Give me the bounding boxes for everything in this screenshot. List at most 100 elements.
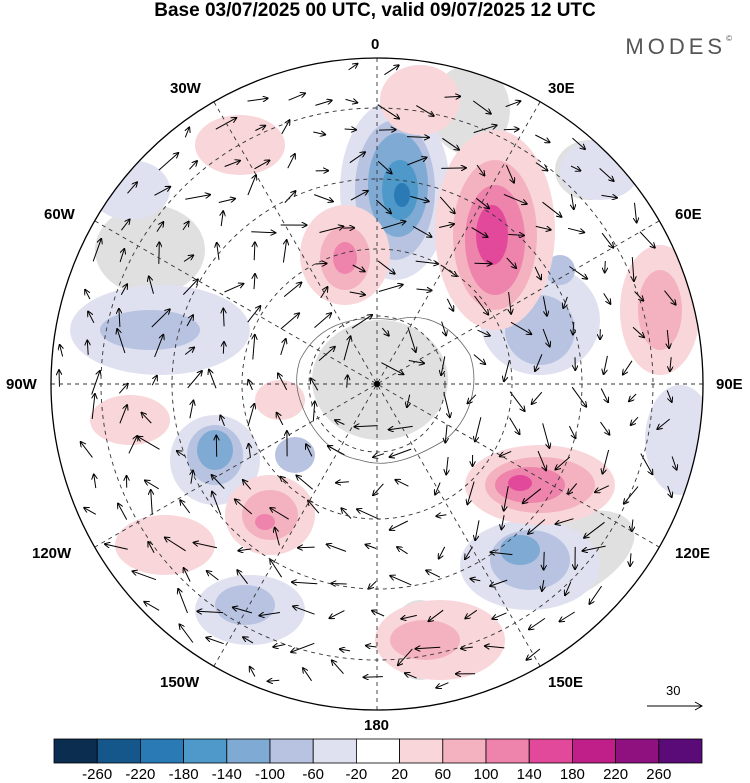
wind-vector — [503, 193, 527, 204]
wind-vector — [221, 211, 223, 227]
wind-vector — [212, 475, 225, 489]
wind-vector — [477, 329, 490, 336]
colorbar-swatch — [442, 738, 487, 764]
wind-vector — [445, 424, 447, 443]
wind-vector — [560, 611, 575, 622]
wind-vector — [84, 508, 97, 515]
wind-vector — [275, 528, 280, 546]
colorbar-swatch — [96, 738, 141, 764]
wind-vector — [156, 222, 163, 232]
wind-vector — [589, 585, 603, 604]
wind-vector — [429, 609, 444, 621]
colorbar-tick-label: -100 — [254, 766, 286, 783]
wind-vector — [315, 263, 326, 264]
wind-vector — [398, 648, 413, 665]
wind-vector — [247, 98, 268, 101]
wind-vector — [570, 165, 580, 171]
wind-vector — [366, 545, 377, 549]
wind-vector — [601, 195, 617, 197]
wind-vector — [247, 306, 261, 323]
wind-vector — [247, 175, 256, 196]
wind-vector — [92, 394, 95, 419]
wind-vector — [209, 370, 217, 389]
wind-vector — [238, 549, 252, 551]
wind-vector — [508, 234, 524, 235]
colorbar-swatch — [53, 738, 98, 764]
wind-vector — [313, 132, 325, 135]
wind-vector — [467, 481, 475, 505]
wind-vector — [390, 576, 412, 586]
wind-vector — [491, 552, 513, 554]
wind-vector — [603, 293, 611, 303]
label-150e: 150E — [548, 674, 584, 691]
wind-vector — [92, 239, 101, 262]
wind-vector — [534, 266, 541, 280]
wind-vector — [60, 345, 63, 357]
wind-vector — [565, 581, 572, 595]
label-120w: 120W — [32, 545, 72, 562]
label-30e: 30E — [548, 80, 575, 97]
wind-vector — [314, 194, 333, 202]
wind-vector — [604, 355, 608, 374]
wind-vector — [184, 348, 194, 355]
wind-vector — [407, 394, 410, 408]
wind-vector — [397, 547, 408, 555]
wind-vector — [207, 571, 219, 581]
brand-logo: MODES© — [625, 34, 732, 59]
wind-vector — [441, 168, 466, 169]
wind-vector — [666, 390, 672, 402]
wind-vector — [280, 339, 286, 356]
wind-vector — [118, 384, 128, 394]
wind-vector — [189, 161, 197, 170]
wind-vector — [503, 129, 519, 130]
wind-vector — [369, 581, 377, 588]
wind-vector — [223, 309, 224, 327]
wind-vector — [501, 515, 504, 529]
wind-vector — [532, 391, 543, 404]
wind-vector — [220, 416, 224, 426]
wind-vector — [259, 613, 280, 616]
colorbar-tick-label: -20 — [345, 766, 368, 783]
wind-vector — [284, 191, 296, 203]
wind-vector — [133, 571, 157, 581]
wind-vector — [624, 486, 639, 504]
wind-vector — [237, 570, 248, 585]
wind-vector — [349, 292, 365, 295]
wind-vector — [313, 402, 315, 422]
wind-vector — [117, 329, 126, 354]
wind-vector — [319, 226, 344, 233]
colorbar-tick-label: 260 — [646, 766, 672, 783]
wind-vector — [282, 240, 286, 263]
wind-vector — [250, 667, 256, 677]
wind-vector — [182, 279, 198, 295]
wind-vector — [542, 296, 547, 316]
label-120e: 120E — [675, 545, 711, 562]
wind-vector — [154, 187, 171, 196]
wind-vector — [247, 404, 254, 427]
wind-vector — [283, 283, 301, 297]
wind-vector — [509, 291, 512, 314]
wind-vector — [395, 480, 409, 487]
wind-vector — [336, 482, 349, 483]
wind-vector — [352, 264, 365, 271]
wind-vector — [194, 543, 218, 549]
wind-vector — [187, 371, 202, 389]
wind-vector — [373, 454, 385, 458]
wind-vector — [235, 499, 253, 515]
wind-vector — [542, 580, 544, 591]
wind-vector — [603, 449, 610, 474]
wind-vector — [416, 289, 432, 291]
anomaly-shading — [51, 58, 703, 710]
wind-vector — [472, 100, 491, 114]
wind-vector — [378, 130, 396, 131]
wind-vector — [542, 423, 550, 448]
colorbar-swatch — [615, 738, 660, 764]
wind-vector — [405, 673, 417, 679]
wind-vector — [277, 413, 284, 426]
wind-vector — [278, 373, 288, 391]
wind-vector — [118, 504, 128, 520]
wind-vector — [184, 568, 191, 582]
wind-vector — [446, 298, 453, 311]
wind-vector — [355, 426, 378, 427]
